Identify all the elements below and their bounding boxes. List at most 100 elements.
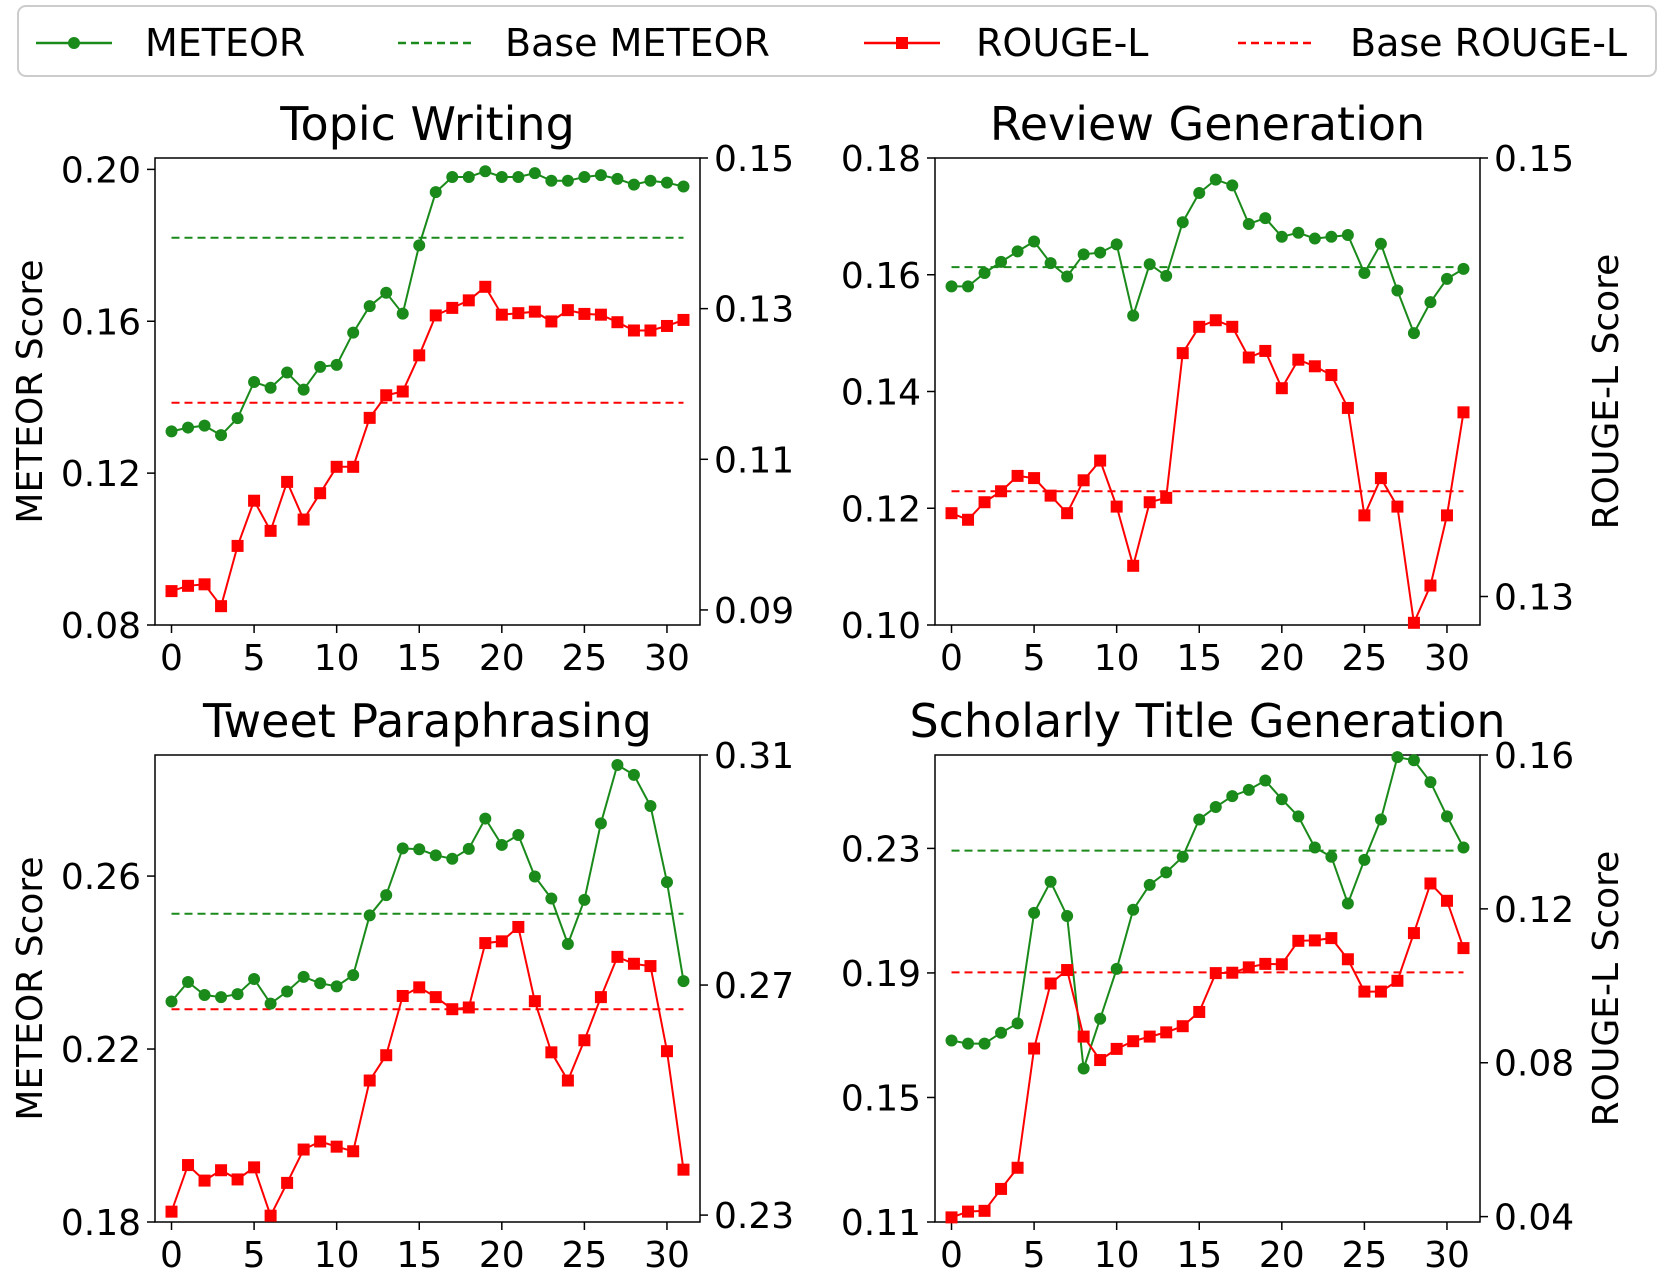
y-right-tick-label: 0.31	[714, 736, 794, 777]
meteor-point	[545, 174, 558, 187]
rouge-point	[479, 280, 492, 293]
rouge-point	[945, 507, 958, 520]
meteor-point	[1094, 1012, 1107, 1025]
rouge-point	[429, 309, 442, 322]
meteor-point	[264, 381, 277, 394]
meteor-point	[1209, 800, 1222, 813]
meteor-point	[281, 366, 294, 379]
rouge-point	[611, 316, 624, 329]
y-right-tick-label: 0.11	[714, 440, 794, 481]
rouge-point	[231, 539, 244, 552]
meteor-point	[512, 170, 525, 183]
meteor-point	[627, 178, 640, 191]
meteor-point	[945, 280, 958, 293]
rouge-point	[215, 1164, 228, 1177]
rouge-series-line	[171, 285, 684, 609]
meteor-point	[1440, 272, 1453, 285]
meteor-point	[1325, 230, 1338, 243]
rouge-point	[462, 1001, 475, 1014]
rouge-point	[1094, 454, 1107, 467]
meteor-point	[198, 419, 211, 432]
rouge-point	[1061, 507, 1074, 520]
meteor-point	[962, 1037, 975, 1050]
y-right-tick-label: 0.04	[1494, 1198, 1574, 1239]
legend-entry-rouge: ROUGE-L	[864, 21, 1148, 65]
rouge-point	[1391, 500, 1404, 513]
meteor-point	[1440, 810, 1453, 823]
meteor-point	[363, 909, 376, 922]
x-tick-label: 5	[243, 1235, 266, 1275]
x-tick-label: 15	[396, 638, 442, 679]
rouge-point	[1110, 500, 1123, 513]
meteor-point	[314, 360, 327, 373]
legend-label-rouge: ROUGE-L	[976, 21, 1148, 65]
rouge-point	[1358, 985, 1371, 998]
x-tick-label: 5	[1023, 638, 1046, 679]
rouge-point	[1028, 472, 1041, 485]
meteor-point	[1374, 237, 1387, 250]
rouge-point	[165, 585, 178, 598]
rouge-point	[545, 315, 558, 328]
meteor-point	[347, 969, 360, 982]
y-right-tick-label: 0.23	[714, 1196, 794, 1237]
y-right-axis-label: ROUGE-L Score	[1586, 851, 1627, 1127]
meteor-point	[1077, 248, 1090, 261]
rouge-point	[446, 301, 459, 314]
meteor-point	[1358, 266, 1371, 279]
meteor-point	[594, 817, 607, 830]
rouge-point	[1374, 985, 1387, 998]
meteor-point	[1292, 226, 1305, 239]
rouge-point	[165, 1205, 178, 1218]
legend: METEOR Base METEOR ROUGE-L Base ROUGE-L	[17, 5, 1657, 77]
x-tick-label: 25	[1341, 1235, 1387, 1275]
y-left-axis-label: METEOR Score	[10, 259, 51, 523]
meteor-point	[1341, 229, 1354, 242]
meteor-point	[413, 239, 426, 252]
meteor-point	[1176, 216, 1189, 229]
rouge-point	[363, 1074, 376, 1087]
meteor-point	[660, 176, 673, 189]
meteor-point	[380, 889, 393, 902]
rouge-point	[281, 475, 294, 488]
rouge-point	[347, 460, 360, 473]
rouge-point	[446, 1003, 459, 1016]
meteor-point	[215, 429, 228, 442]
meteor-point	[1308, 232, 1321, 245]
rouge-point	[528, 305, 541, 318]
meteor-point	[1193, 187, 1206, 200]
rouge-point	[1176, 1020, 1189, 1033]
rouge-point	[396, 385, 409, 398]
x-tick-label: 20	[1259, 638, 1305, 679]
panel-scholarly-title-generation: Scholarly Title Generation 0 5 10 15 20 25 30 0.…	[841, 694, 1627, 1275]
meteor-point	[1028, 906, 1041, 919]
rouge-point	[578, 1034, 591, 1047]
meteor-point	[446, 170, 459, 183]
rouge-point	[1226, 966, 1239, 979]
meteor-point	[578, 893, 591, 906]
meteor-point	[995, 1026, 1008, 1039]
x-tick-label: 10	[1094, 638, 1140, 679]
x-tick-label: 10	[1094, 1235, 1140, 1275]
rouge-point	[1176, 347, 1189, 360]
meteor-point	[1325, 850, 1338, 863]
rouge-point	[1308, 360, 1321, 373]
meteor-point	[1176, 850, 1189, 863]
x-tick-label: 30	[1424, 1235, 1470, 1275]
meteor-point	[462, 170, 475, 183]
y-right-tick-label: 0.15	[714, 139, 794, 180]
legend-box	[17, 5, 1657, 77]
meteor-point	[594, 169, 607, 182]
rouge-point	[1374, 472, 1387, 485]
legend-label-meteor: METEOR	[145, 21, 305, 65]
rouge-point	[429, 991, 442, 1004]
rouge-point	[594, 991, 607, 1004]
rouge-point	[1011, 1161, 1024, 1174]
y-left-tick-label: 0.08	[61, 606, 141, 647]
rouge-point	[962, 1205, 975, 1218]
meteor-point	[528, 167, 541, 180]
rouge-point	[677, 313, 690, 326]
meteor-point	[1275, 793, 1288, 806]
rouge-point	[330, 460, 343, 473]
meteor-series-line	[170, 763, 685, 1006]
panel-title: Scholarly Title Generation	[909, 694, 1505, 748]
